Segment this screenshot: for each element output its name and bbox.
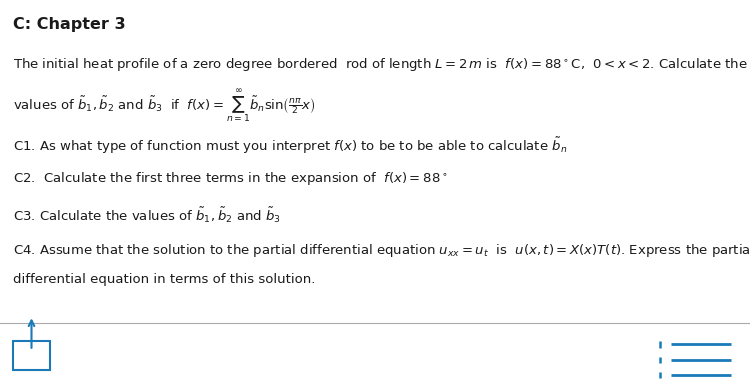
Text: C: Chapter 3: C: Chapter 3: [13, 17, 126, 33]
Text: The initial heat profile of a zero degree bordered  rod of length $L = 2\,m$ is : The initial heat profile of a zero degre…: [13, 56, 748, 73]
Text: C2.  Calculate the first three terms in the expansion of  $f(x) = 88^\circ$: C2. Calculate the first three terms in t…: [13, 170, 448, 187]
Text: C1. As what type of function must you interpret $f(x)$ to be to be able to calcu: C1. As what type of function must you in…: [13, 135, 568, 156]
Text: differential equation in terms of this solution.: differential equation in terms of this s…: [13, 273, 316, 286]
Text: C3. Calculate the values of $\tilde{b}_1, \tilde{b}_2$ and $\tilde{b}_3$: C3. Calculate the values of $\tilde{b}_1…: [13, 205, 281, 225]
Bar: [13, 341, 50, 370]
Text: values of $\tilde{b}_1, \tilde{b}_2$ and $\tilde{b}_3$  if  $f(x) = \sum_{n=1}^{: values of $\tilde{b}_1, \tilde{b}_2$ and…: [13, 87, 316, 125]
Text: C4. Assume that the solution to the partial differential equation $u_{xx} = u_{t: C4. Assume that the solution to the part…: [13, 242, 750, 259]
